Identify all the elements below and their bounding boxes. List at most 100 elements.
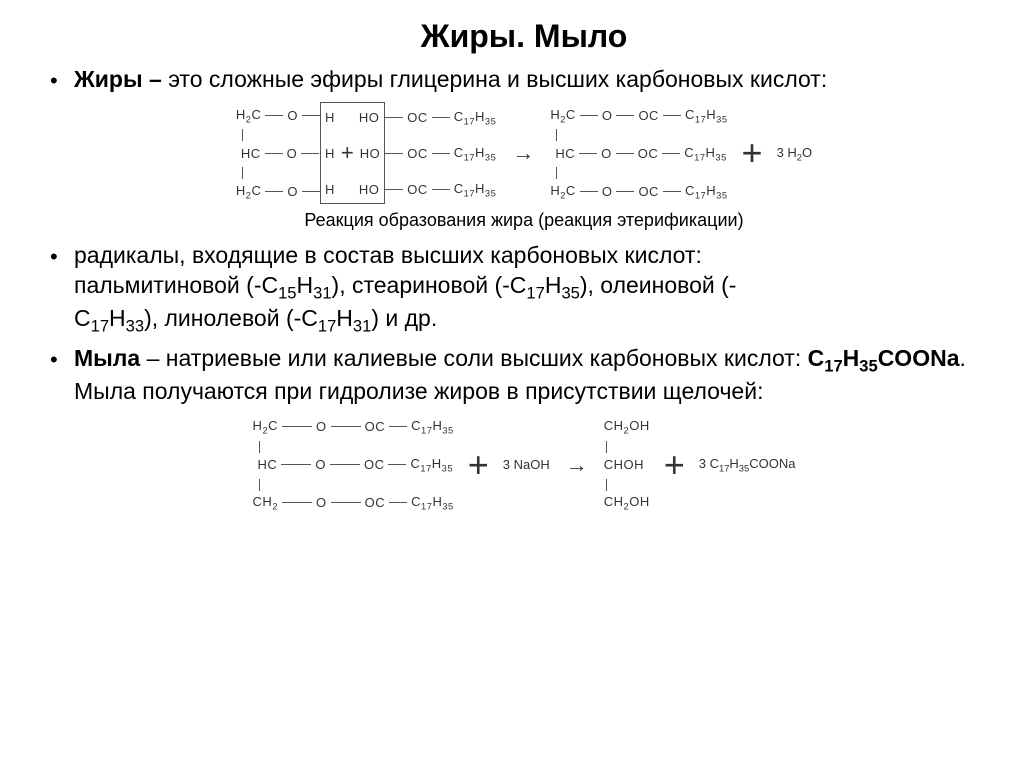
f: O <box>602 108 613 123</box>
bullet-1: Жиры – это сложные эфиры глицерина и выс… <box>72 65 976 94</box>
f: ), линолевой (-C <box>144 305 318 331</box>
f: 33 <box>126 316 144 335</box>
glycerol-left: H2CO HCO H2CO <box>236 103 320 203</box>
f: C <box>411 494 421 509</box>
bullet-1-term: Жиры – <box>74 66 162 92</box>
f: CH <box>253 494 273 509</box>
f: 17 <box>421 425 432 435</box>
plus-1: + <box>736 132 769 174</box>
f: – натриевые или калиевые соли высших кар… <box>140 345 807 371</box>
f: OC <box>364 457 385 472</box>
f: C <box>808 345 825 371</box>
f: C <box>74 305 91 331</box>
f: C <box>684 145 694 160</box>
f: O <box>315 457 326 472</box>
f: ) и др. <box>371 305 437 331</box>
f: 35 <box>485 188 496 198</box>
f: ), олеиновой (- <box>580 272 737 298</box>
b2-l1: радикалы, входящие в состав высших карбо… <box>74 242 702 268</box>
f: H <box>432 418 442 433</box>
f: ), стеариновой (-C <box>332 272 527 298</box>
f: OC <box>365 419 386 434</box>
f: 17 <box>824 357 842 376</box>
tg-reactant: H2COOCC17H35 HCOOCC17H35 CH2OOCC17H35 <box>253 415 454 515</box>
plus-inner: + <box>339 140 356 166</box>
arrow-2: → <box>558 452 596 478</box>
soap-product: 3 C17H35COONa <box>699 456 796 474</box>
bullet-1-rest: это сложные эфиры глицерина и высших кар… <box>162 66 827 92</box>
f: 31 <box>313 283 331 302</box>
f: H <box>325 110 335 125</box>
slide-root: Жиры. Мыло Жиры – это сложные эфиры глиц… <box>0 0 1024 539</box>
f: C <box>251 107 261 122</box>
f: H <box>706 145 716 160</box>
f: OC <box>638 184 659 199</box>
slide-title: Жиры. Мыло <box>72 18 976 55</box>
f: HO <box>360 146 381 161</box>
f: 35 <box>561 283 579 302</box>
f: H <box>706 107 716 122</box>
f: 17 <box>694 152 705 162</box>
f: O <box>287 184 298 199</box>
f: H <box>550 107 560 122</box>
plus-2a: + <box>462 444 495 486</box>
f: OC <box>365 495 386 510</box>
f: COONa <box>749 456 795 471</box>
glycerol-product: CH2OH CHOH CH2OH <box>604 415 650 515</box>
f: 17 <box>526 283 544 302</box>
f: 17 <box>421 501 432 511</box>
f: OC <box>638 108 659 123</box>
f: 35 <box>485 152 496 162</box>
f: HO <box>359 182 380 197</box>
f: 17 <box>464 152 475 162</box>
f: O <box>602 184 613 199</box>
f: 17 <box>91 316 109 335</box>
f: 35 <box>716 190 727 200</box>
f: OH <box>629 418 650 433</box>
f: C <box>454 109 464 124</box>
f: CH <box>604 494 624 509</box>
f: C <box>454 181 464 196</box>
f: C <box>411 418 421 433</box>
f: O <box>287 108 298 123</box>
f: H <box>432 456 442 471</box>
bullet-2: радикалы, входящие в состав высших карбо… <box>72 241 976 336</box>
f: HC <box>236 146 261 161</box>
f: H <box>475 181 485 196</box>
f: H <box>550 183 560 198</box>
bullet-3: Мыла – натриевые или калиевые соли высши… <box>72 344 976 406</box>
f: OC <box>407 146 428 161</box>
arrow-1: → <box>504 140 542 166</box>
f: OC <box>407 182 428 197</box>
f: 17 <box>464 116 475 126</box>
f: C <box>566 107 576 122</box>
f: 17 <box>695 190 706 200</box>
f: COONa <box>878 345 960 371</box>
f: C <box>685 107 695 122</box>
f: OC <box>638 146 659 161</box>
acid-right: OCC17H35 OCC17H35 OCC17H35 <box>385 105 496 201</box>
f: H <box>325 182 335 197</box>
f: 35 <box>739 463 749 473</box>
f: OH <box>629 494 650 509</box>
f: 17 <box>719 463 729 473</box>
f: H <box>475 109 485 124</box>
f: HC <box>550 146 575 161</box>
soap-term: Мыла <box>74 345 140 371</box>
f: пальмитиновой (-C <box>74 272 278 298</box>
f: C <box>454 145 464 160</box>
f: H <box>325 146 335 161</box>
f: H <box>236 107 246 122</box>
f: 31 <box>353 316 371 335</box>
f: CH <box>604 418 624 433</box>
f: C <box>268 418 278 433</box>
f: 17 <box>420 463 431 473</box>
f: H <box>236 183 246 198</box>
f: O <box>601 146 612 161</box>
plus-2b: + <box>658 444 691 486</box>
f: 17 <box>318 316 336 335</box>
f: CHOH <box>604 457 644 472</box>
f: HC <box>253 457 278 472</box>
f: 3 C <box>699 456 719 471</box>
reaction-1-caption: Реакция образования жира (реакция этериф… <box>72 210 976 231</box>
